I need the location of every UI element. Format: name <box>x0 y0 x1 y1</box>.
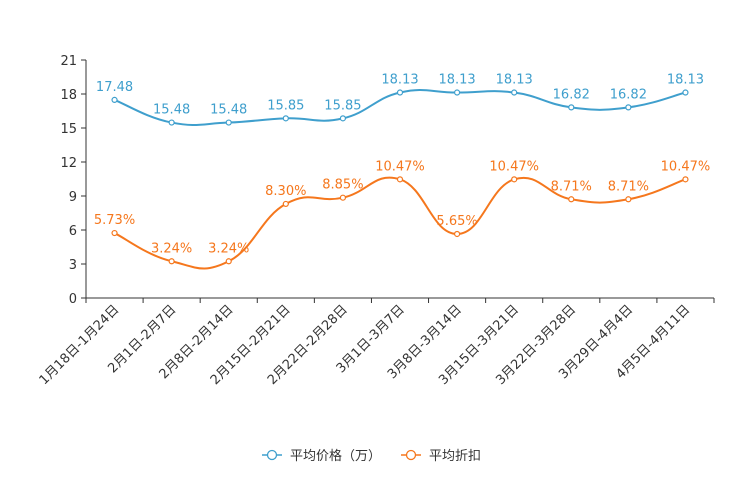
data-label: 18.13 <box>496 73 533 88</box>
data-label: 10.47% <box>375 159 425 174</box>
y-tick-label: 0 <box>69 292 77 307</box>
data-point <box>168 258 175 265</box>
data-point <box>568 104 575 111</box>
data-label: 17.48 <box>96 80 133 95</box>
data-label: 8.30% <box>265 184 306 199</box>
data-point <box>111 229 118 237</box>
y-tick-label: 3 <box>69 258 77 273</box>
data-label: 15.85 <box>324 98 361 113</box>
y-tick-label: 21 <box>60 54 77 69</box>
data-label: 8.85% <box>322 178 363 193</box>
legend-marker <box>405 449 417 461</box>
data-point <box>396 176 404 183</box>
x-tick-label: 1月18日-1月24日 <box>37 302 123 388</box>
y-tick-label: 12 <box>60 156 77 171</box>
data-label: 18.13 <box>438 73 475 88</box>
y-tick-label: 9 <box>69 190 77 205</box>
data-label: 8.71% <box>551 179 592 194</box>
data-point <box>339 115 347 122</box>
y-tick-label: 18 <box>60 88 77 103</box>
legend-marker <box>266 449 278 461</box>
data-point <box>168 119 175 126</box>
data-point <box>511 89 518 96</box>
data-label: 18.13 <box>381 73 418 88</box>
data-label: 5.73% <box>94 213 135 228</box>
data-point <box>282 115 289 122</box>
data-point <box>339 194 347 201</box>
data-point <box>111 96 118 103</box>
data-label: 15.48 <box>210 103 247 118</box>
data-point <box>225 119 232 126</box>
data-label: 3.24% <box>151 241 192 256</box>
data-point <box>225 258 232 265</box>
data-label: 3.24% <box>208 241 249 256</box>
data-point <box>682 176 689 183</box>
data-label: 10.47% <box>489 159 539 174</box>
data-point <box>396 89 404 96</box>
data-point <box>511 176 518 183</box>
legend-label: 平均价格（万） <box>290 448 381 464</box>
data-point <box>568 196 575 203</box>
data-point <box>625 104 632 111</box>
data-point <box>682 89 689 96</box>
data-point <box>453 89 461 96</box>
series-line-2 <box>114 176 686 270</box>
legend-label: 平均折扣 <box>429 449 481 464</box>
y-tick-label: 6 <box>69 224 77 239</box>
data-label: 10.47% <box>661 159 711 174</box>
data-point <box>453 230 461 238</box>
data-point <box>625 196 632 203</box>
data-label: 16.82 <box>553 87 590 102</box>
data-label: 18.13 <box>667 73 704 88</box>
y-tick-label: 15 <box>60 122 77 137</box>
data-label: 5.65% <box>436 214 477 229</box>
data-label: 15.48 <box>153 103 190 118</box>
data-label: 8.71% <box>608 179 649 194</box>
data-label: 16.82 <box>610 87 647 102</box>
data-point <box>282 200 289 208</box>
data-label: 15.85 <box>267 98 304 113</box>
